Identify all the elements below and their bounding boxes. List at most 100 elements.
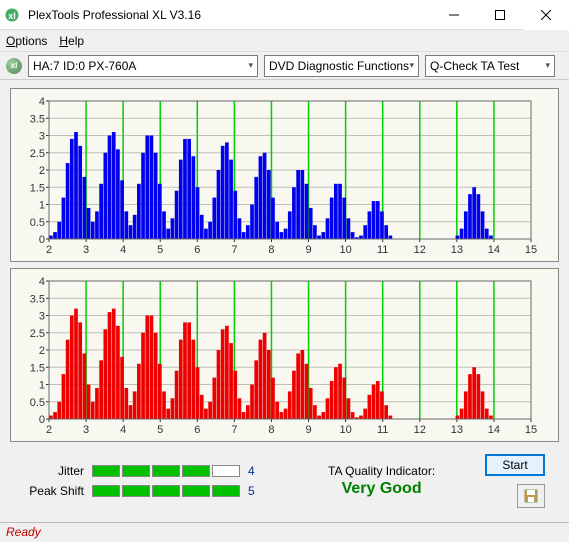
chevron-down-icon: ▾ — [545, 60, 550, 71]
chart-bottom: 00.511.522.533.5423456789101112131415 — [19, 275, 550, 439]
peak-bars — [92, 485, 240, 497]
svg-text:10: 10 — [339, 424, 351, 436]
svg-text:2: 2 — [39, 165, 45, 177]
svg-text:0.5: 0.5 — [30, 397, 45, 409]
svg-text:9: 9 — [305, 244, 311, 256]
svg-text:5: 5 — [157, 424, 163, 436]
svg-text:0.5: 0.5 — [30, 217, 45, 229]
svg-text:9: 9 — [305, 424, 311, 436]
svg-text:3: 3 — [83, 424, 89, 436]
svg-text:3.5: 3.5 — [30, 113, 45, 125]
svg-text:7: 7 — [231, 424, 237, 436]
svg-text:2: 2 — [46, 244, 52, 256]
floppy-icon — [523, 488, 539, 504]
svg-text:0: 0 — [39, 234, 45, 246]
svg-text:13: 13 — [451, 244, 463, 256]
app-icon: xl — [0, 7, 24, 23]
peak-label: Peak Shift — [24, 484, 84, 498]
device-combo-text: HA:7 ID:0 PX-760A — [33, 59, 136, 73]
device-icon: xl — [6, 58, 22, 74]
test-combo-text: Q-Check TA Test — [430, 59, 519, 73]
content-area: 00.511.522.533.5423456789101112131415 00… — [0, 80, 569, 522]
quality-label: TA Quality Indicator: — [328, 464, 435, 478]
svg-text:11: 11 — [377, 244, 388, 256]
svg-text:8: 8 — [268, 244, 274, 256]
meter-bar — [212, 485, 240, 497]
minimize-button[interactable] — [431, 0, 477, 30]
metric-peak: Peak Shift 5 — [24, 484, 264, 498]
test-combo[interactable]: Q-Check TA Test ▾ — [425, 55, 555, 77]
svg-text:3: 3 — [39, 311, 45, 323]
metrics: Jitter 4 Peak Shift 5 — [24, 464, 264, 498]
device-combo[interactable]: HA:7 ID:0 PX-760A ▾ — [28, 55, 258, 77]
quality-value: Very Good — [328, 480, 435, 498]
function-combo-text: DVD Diagnostic Functions — [269, 59, 409, 73]
meter-bar — [182, 465, 210, 477]
chart-top: 0 0.5 1 1.5 2 2.5 3 3.5 4 2 3 4 5 6 7 8 9 10 11 12 13 14 15 — [19, 95, 550, 259]
svg-text:1: 1 — [39, 380, 45, 392]
meter-bar — [182, 485, 210, 497]
svg-text:15: 15 — [525, 424, 537, 436]
svg-text:11: 11 — [377, 424, 388, 436]
svg-text:4: 4 — [39, 96, 45, 108]
svg-text:7: 7 — [231, 244, 237, 256]
quality-block: TA Quality Indicator: Very Good — [328, 464, 435, 498]
svg-text:1.5: 1.5 — [30, 362, 45, 374]
svg-text:0: 0 — [39, 414, 45, 426]
window-title: PlexTools Professional XL V3.16 — [24, 8, 431, 22]
meter-bar — [152, 465, 180, 477]
titlebar: xl PlexTools Professional XL V3.16 — [0, 0, 569, 30]
svg-text:13: 13 — [451, 424, 463, 436]
menu-help[interactable]: Help — [59, 34, 84, 48]
meter-bar — [92, 485, 120, 497]
bottom-panel: Jitter 4 Peak Shift 5 TA Quality Indicat… — [10, 448, 559, 518]
svg-text:10: 10 — [339, 244, 351, 256]
svg-text:14: 14 — [488, 244, 500, 256]
svg-text:2.5: 2.5 — [30, 148, 45, 160]
start-button[interactable]: Start — [485, 454, 545, 476]
maximize-button[interactable] — [477, 0, 523, 30]
chart-frame-top: 0 0.5 1 1.5 2 2.5 3 3.5 4 2 3 4 5 6 7 8 9 10 11 12 13 14 15 — [10, 88, 559, 262]
save-icon-button[interactable] — [517, 484, 545, 508]
svg-text:2: 2 — [39, 345, 45, 357]
svg-text:14: 14 — [488, 424, 500, 436]
chevron-down-icon: ▾ — [409, 60, 414, 71]
chevron-down-icon: ▾ — [248, 60, 253, 71]
svg-text:12: 12 — [414, 244, 426, 256]
svg-text:3: 3 — [39, 131, 45, 143]
menu-options[interactable]: Options — [6, 34, 47, 48]
meter-bar — [92, 465, 120, 477]
svg-text:1.5: 1.5 — [30, 182, 45, 194]
statusbar: Ready — [0, 522, 569, 542]
menubar: Options Help — [0, 30, 569, 52]
status-text: Ready — [6, 525, 41, 539]
meter-bar — [122, 465, 150, 477]
jitter-bars — [92, 465, 240, 477]
svg-text:5: 5 — [157, 244, 163, 256]
svg-text:1: 1 — [39, 200, 45, 212]
svg-text:2.5: 2.5 — [30, 328, 45, 340]
peak-value: 5 — [248, 484, 264, 498]
meter-bar — [152, 485, 180, 497]
svg-text:xl: xl — [8, 11, 16, 21]
svg-text:8: 8 — [268, 424, 274, 436]
svg-text:12: 12 — [414, 424, 426, 436]
meter-bar — [212, 465, 240, 477]
svg-text:15: 15 — [525, 244, 537, 256]
chart-frame-bottom: 00.511.522.533.5423456789101112131415 — [10, 268, 559, 442]
svg-text:4: 4 — [120, 244, 126, 256]
close-button[interactable] — [523, 0, 569, 30]
svg-text:3: 3 — [83, 244, 89, 256]
svg-text:4: 4 — [39, 276, 45, 288]
jitter-label: Jitter — [24, 464, 84, 478]
svg-text:2: 2 — [46, 424, 52, 436]
meter-bar — [122, 485, 150, 497]
function-combo[interactable]: DVD Diagnostic Functions▾ — [264, 55, 419, 77]
buttons: Start — [485, 454, 545, 508]
svg-text:6: 6 — [194, 424, 200, 436]
jitter-value: 4 — [248, 464, 264, 478]
svg-text:6: 6 — [194, 244, 200, 256]
svg-text:4: 4 — [120, 424, 126, 436]
toolbar: xl HA:7 ID:0 PX-760A ▾ DVD Diagnostic Fun… — [0, 52, 569, 80]
metric-jitter: Jitter 4 — [24, 464, 264, 478]
